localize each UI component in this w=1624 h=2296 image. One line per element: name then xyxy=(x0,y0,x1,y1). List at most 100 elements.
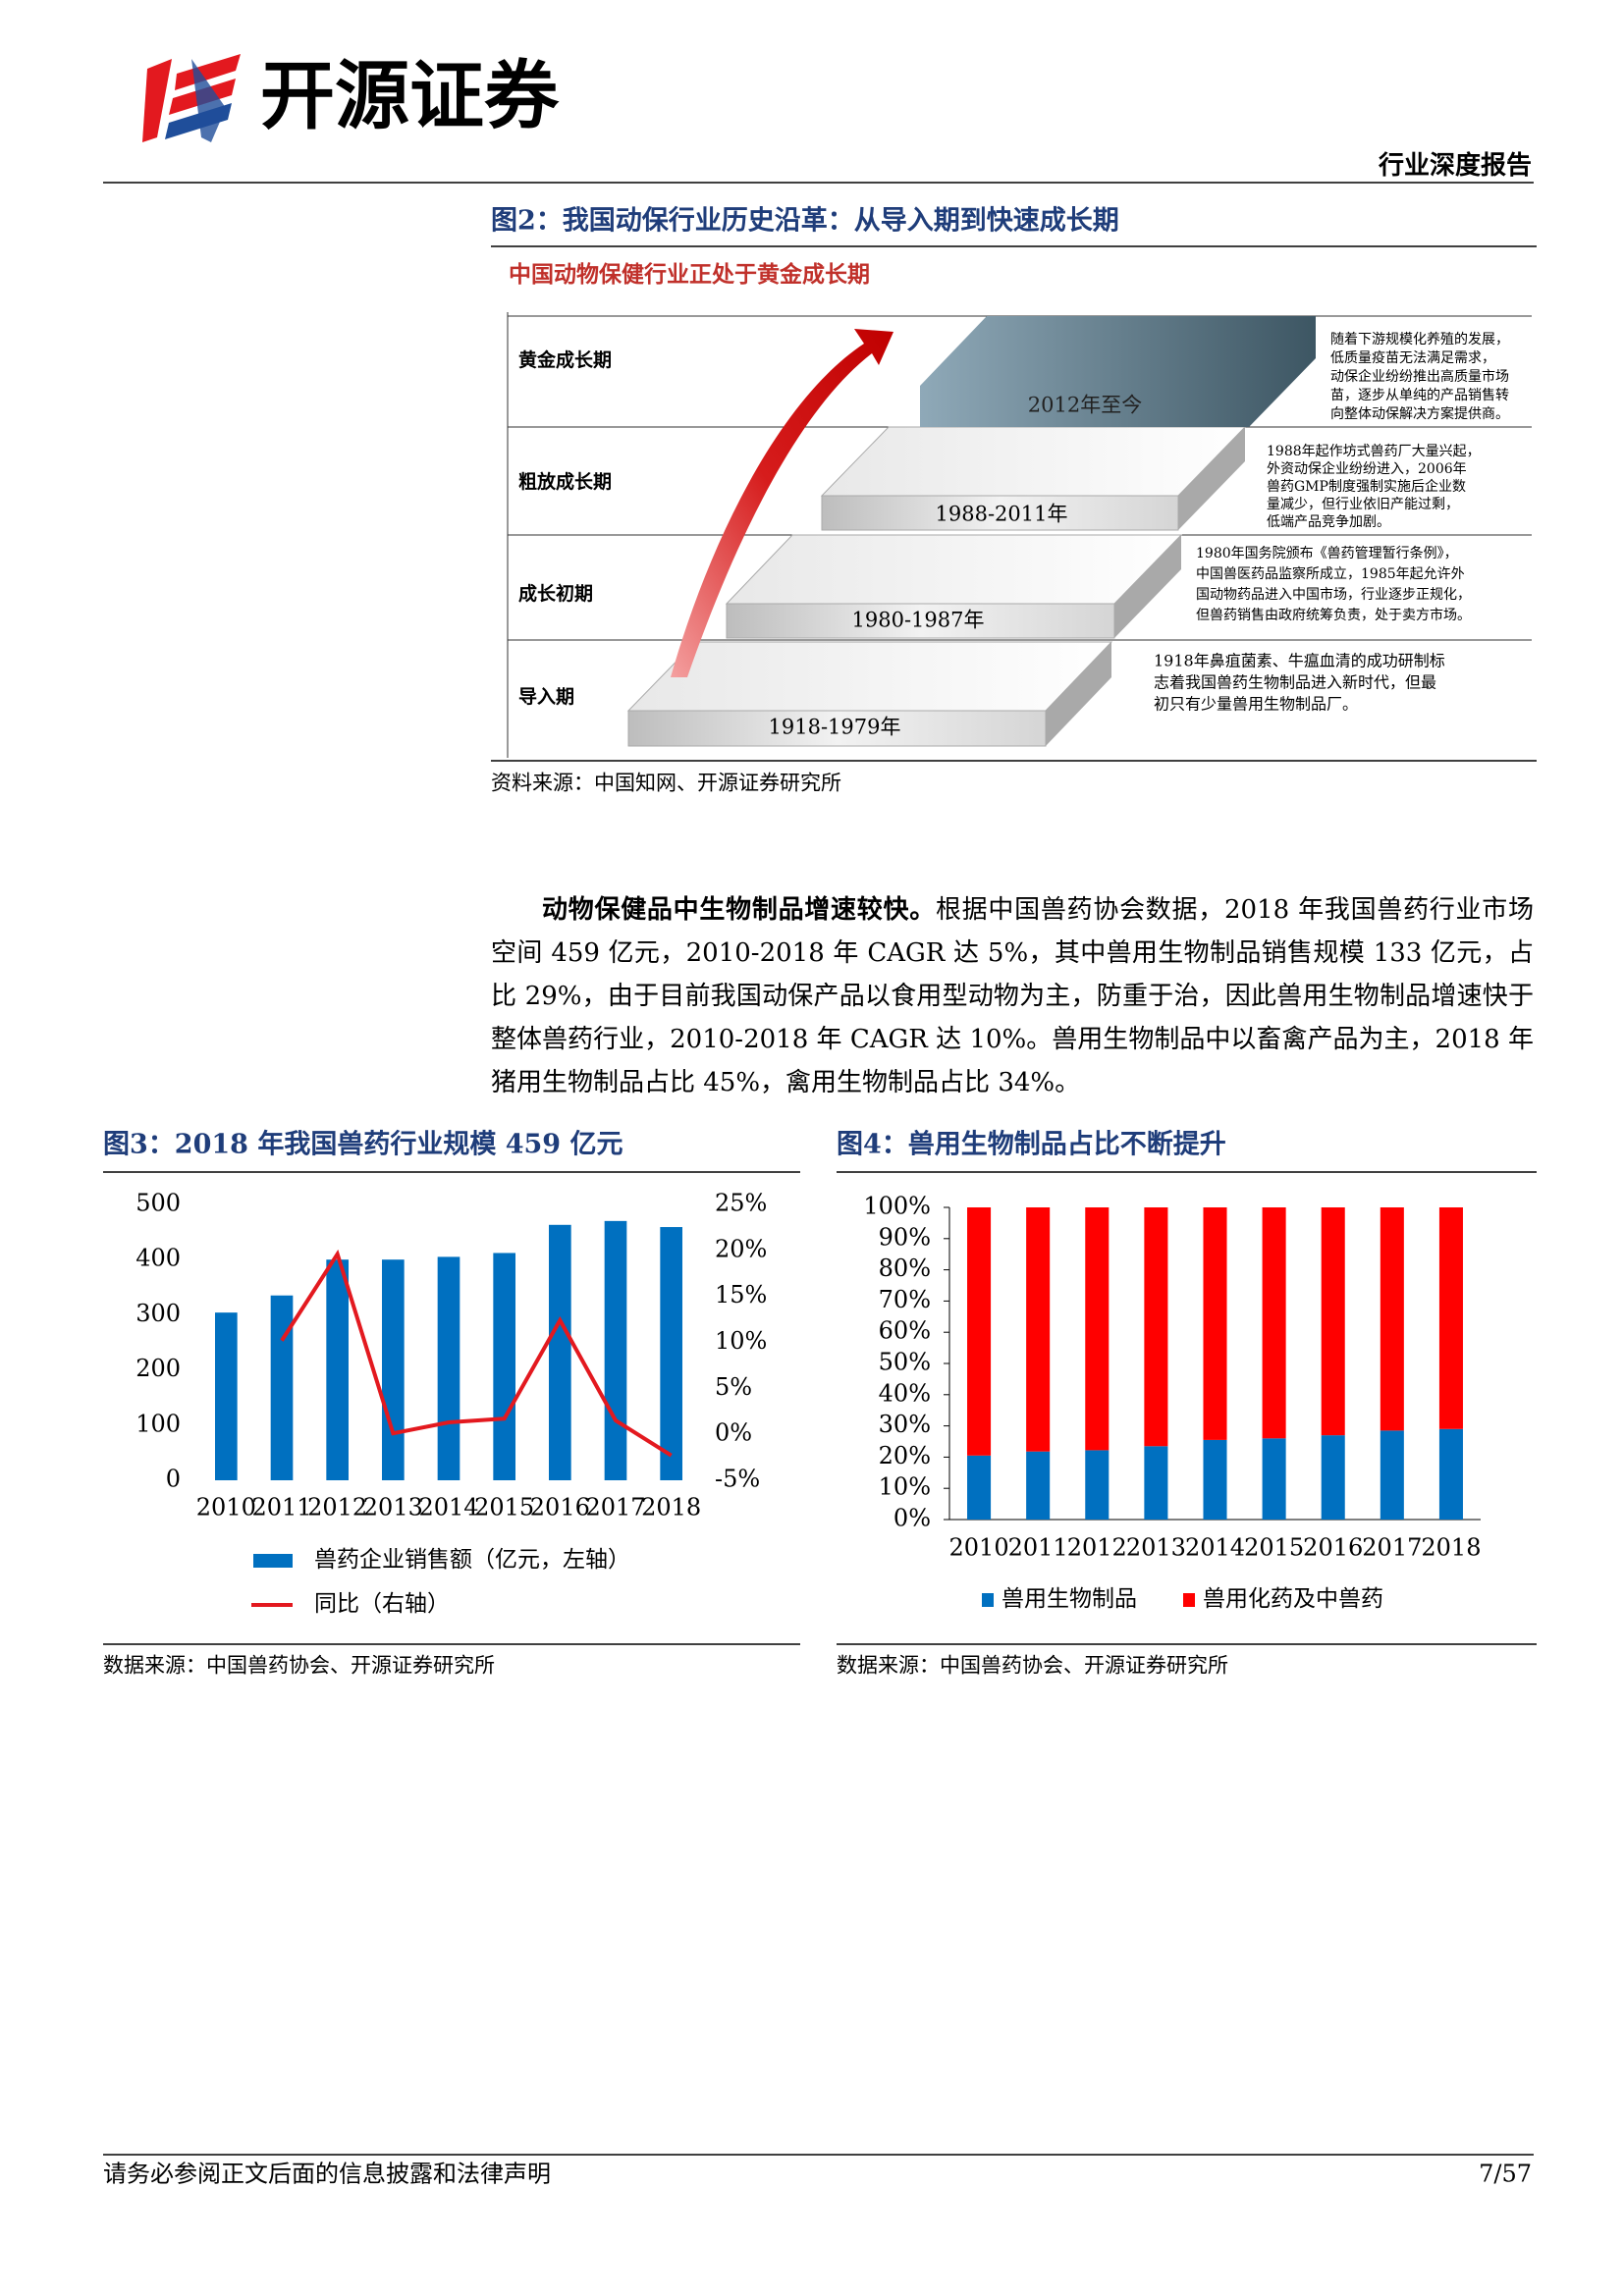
page-number: 7/57 xyxy=(1479,2161,1532,2188)
x-tick-label: 2017 xyxy=(585,1494,645,1522)
x-tick-label: 2016 xyxy=(1303,1534,1363,1562)
y-tick-label: 500 xyxy=(135,1190,181,1217)
x-tick-label: 2017 xyxy=(1362,1534,1422,1562)
bar-segment xyxy=(1203,1439,1227,1520)
note-line: 向整体动保解决方案提供商。 xyxy=(1330,405,1509,422)
bar xyxy=(215,1312,238,1480)
line-series xyxy=(280,1249,673,1458)
y-tick-label: 90% xyxy=(879,1223,931,1251)
y2-tick-label: -5% xyxy=(715,1466,760,1493)
diagram-subtitle: 中国动物保健行业正处于黄金成长期 xyxy=(509,261,870,288)
note-line: 国动物药品进入中国市场，行业逐步正规化， xyxy=(1196,586,1471,603)
phase-label: 粗放成长期 xyxy=(518,470,612,493)
note-line: 1980年国务院颁布《兽药管理暂行条例》， xyxy=(1196,545,1458,561)
step-label: 1980-1987年 xyxy=(852,609,985,632)
y2-tick-label: 15% xyxy=(715,1281,767,1308)
bar-segment xyxy=(1144,1207,1168,1447)
note-line: 但兽药销售由政府统筹负责，处于卖方市场。 xyxy=(1196,607,1471,623)
y2-tick-label: 20% xyxy=(715,1235,767,1262)
note-line: 苗，逐步从单纯的产品销售转 xyxy=(1330,388,1509,403)
bar xyxy=(326,1259,349,1480)
bar-segment xyxy=(1438,1207,1463,1429)
note-line: 随着下游规模化养殖的发展， xyxy=(1330,331,1509,347)
note-line: 中国兽医药品监察所成立，1985年起允许外 xyxy=(1196,565,1465,582)
logo-text: 开源证券 xyxy=(260,52,560,139)
x-tick-label: 2013 xyxy=(1126,1534,1186,1562)
stairs xyxy=(626,316,1316,747)
chart-title: 图4：兽用生物制品占比不断提升 xyxy=(837,1130,1226,1160)
bar-segment xyxy=(1262,1438,1286,1520)
y-tick-label: 80% xyxy=(879,1255,931,1282)
x-tick-label: 2010 xyxy=(949,1534,1009,1562)
y-tick-label: 20% xyxy=(879,1442,931,1469)
y2-tick-label: 25% xyxy=(715,1190,767,1217)
y-tick-label: 400 xyxy=(135,1245,181,1272)
y-tick-label: 50% xyxy=(879,1349,931,1376)
note-line: 低端产品竞争加剧。 xyxy=(1267,513,1390,530)
x-tick-label: 2011 xyxy=(251,1494,311,1522)
chart-title: 图3：2018 年我国兽药行业规模 459 亿元 xyxy=(103,1129,623,1160)
paragraph-lead: 动物保健品中生物制品增速较快。 xyxy=(542,895,936,925)
bar-segment xyxy=(1026,1207,1051,1452)
y-tick-label: 200 xyxy=(135,1355,181,1382)
x-tick-label: 2014 xyxy=(418,1494,478,1522)
legend-swatch xyxy=(982,1593,994,1607)
source: 资料来源：中国知网、开源证券研究所 xyxy=(491,772,841,795)
y-tick-label: 100 xyxy=(135,1410,181,1437)
x-tick-label: 2015 xyxy=(1244,1534,1304,1562)
note-line: 1988年起作坊式兽药厂大量兴起， xyxy=(1267,444,1481,459)
y-tick-label: 0% xyxy=(893,1505,931,1532)
note-line: 兽药GMP制度强制实施后企业数 xyxy=(1267,478,1466,495)
y-tick-label: 10% xyxy=(879,1473,931,1501)
phase-label: 导入期 xyxy=(518,686,574,708)
y-tick-label: 40% xyxy=(879,1379,931,1407)
bar-segment xyxy=(967,1207,992,1456)
paragraph: 动物保健品中生物制品增速较快。根据中国兽药协会数据，2018 年我国兽药行业市场… xyxy=(491,888,1534,1104)
logo-icon xyxy=(142,54,241,142)
paragraph-body: 根据中国兽药协会数据，2018 年我国兽药行业市场空间 459 亿元，2010-… xyxy=(491,895,1534,1097)
y-tick-label: 70% xyxy=(879,1286,931,1313)
step-label: 2012年至今 xyxy=(1028,394,1142,417)
note-line: 志着我国兽药生物制品进入新时代，但最 xyxy=(1154,673,1436,692)
x-tick-label: 2012 xyxy=(307,1494,367,1522)
step-label: 1918-1979年 xyxy=(769,716,901,739)
legend-label: 同比（右轴） xyxy=(314,1591,450,1617)
phase-label: 成长初期 xyxy=(518,582,593,605)
note-line: 低质量疫苗无法满足需求， xyxy=(1330,350,1495,366)
y-tick-label: 100% xyxy=(863,1193,931,1220)
y2-tick-label: 10% xyxy=(715,1327,767,1355)
bar xyxy=(437,1256,460,1480)
legend-label: 兽用化药及中兽药 xyxy=(1203,1586,1383,1612)
bar xyxy=(660,1227,682,1480)
chart-source: 数据来源：中国兽药协会、开源证券研究所 xyxy=(103,1654,495,1678)
bar-segment xyxy=(1321,1435,1345,1520)
y-tick-label: 30% xyxy=(879,1411,931,1438)
fig-title: 图2：我国动保行业历史沿革：从导入期到快速成长期 xyxy=(491,205,1119,237)
note-line: 初只有少量兽用生物制品厂。 xyxy=(1154,695,1358,714)
bar-segment xyxy=(1085,1450,1110,1520)
footer-disclaimer: 请务必参阅正文后面的信息披露和法律声明 xyxy=(103,2161,551,2188)
bar-segment xyxy=(1380,1207,1404,1431)
x-tick-label: 2015 xyxy=(474,1494,534,1522)
x-tick-label: 2014 xyxy=(1185,1534,1245,1562)
x-tick-label: 2011 xyxy=(1008,1534,1068,1562)
header-tag: 行业深度报告 xyxy=(1378,150,1532,181)
x-tick-label: 2016 xyxy=(530,1494,590,1522)
phase-label: 黄金成长期 xyxy=(518,348,612,371)
y-tick-label: 300 xyxy=(135,1300,181,1327)
x-tick-label: 2012 xyxy=(1067,1534,1127,1562)
bar-segment xyxy=(1026,1451,1051,1520)
bar-segment xyxy=(1262,1207,1286,1439)
bar xyxy=(270,1295,294,1480)
y2-tick-label: 0% xyxy=(715,1419,752,1447)
bar-segment xyxy=(1321,1207,1345,1436)
chart-source: 数据来源：中国兽药协会、开源证券研究所 xyxy=(837,1654,1228,1678)
y-tick-label: 0 xyxy=(166,1466,181,1493)
y2-tick-label: 5% xyxy=(715,1373,752,1401)
bar-segment xyxy=(1203,1207,1227,1440)
legend-swatch xyxy=(1183,1593,1195,1607)
legend-label: 兽用生物制品 xyxy=(1001,1586,1137,1612)
bar-segment xyxy=(1144,1446,1168,1520)
